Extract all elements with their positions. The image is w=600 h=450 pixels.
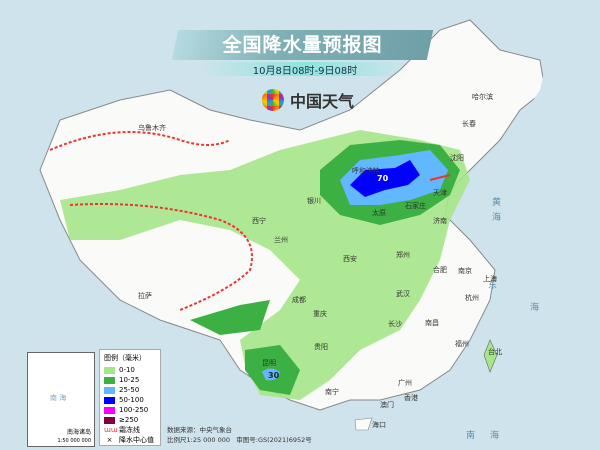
city-label: 澳门 [380,401,394,409]
city-label: 南昌 [425,319,439,327]
city-label: 香港 [404,394,418,402]
city-label: 济南 [433,217,447,225]
city-label: 天津 [433,189,447,197]
rain-50-100 [350,160,420,197]
legend-item: 10-25 [104,375,156,385]
city-label: 合肥 [433,266,447,274]
frost-line-northeast [429,174,451,181]
city-label: 重庆 [313,310,327,318]
city-label: 郑州 [396,251,410,259]
frost-line-north [49,131,231,151]
sea-label: 南 [466,431,476,441]
city-label: 银川 [307,197,321,205]
city-label: 武汉 [396,290,410,298]
city-label: 哈尔滨 [472,93,493,101]
city-label: 呼和浩特 [352,167,380,175]
south-china-sea-inset: 南 海 南海诸岛 1:50 000 000 [27,352,95,447]
legend-swatch [104,376,115,384]
legend-item: 25-50 [104,385,156,395]
legend-item: 50-100 [104,395,156,405]
city-label: 西宁 [252,217,266,225]
city-label: 沈阳 [450,154,464,162]
city-label: 杭州 [465,294,479,302]
sea-label: 海 [530,303,540,313]
sea [430,0,600,450]
sea-label: 海 [490,431,500,441]
city-label: 台北 [488,348,502,356]
legend-swatch [104,366,115,374]
legend-swatch [104,386,115,394]
legend-swatch [104,396,115,404]
forecast-period: 10月8日08时-9日08时 [200,62,410,77]
taiwan [483,339,498,373]
city-label: 福州 [455,340,469,348]
map-title: 全国降水量预报图 [171,30,434,60]
city-label: 成都 [292,296,306,304]
legend: 图例（毫米） 0-10 10-25 25-50 50-100 100-250 ≥250 ɯ… [99,349,161,446]
hainan [354,417,373,431]
map-credits: 数据来源：中央气象台 比例尺1:25 000 000 审图号:GS(2021)6… [167,426,312,444]
city-label: 广州 [398,379,412,387]
frost-line-tibet [69,203,253,311]
city-label: 兰州 [274,236,288,244]
city-label: 贵阳 [314,343,328,351]
legend-swatch [104,416,115,424]
city-label: 昆明 [262,359,276,367]
sea-label: 海 [492,213,502,223]
city-label: 乌鲁木齐 [138,124,166,132]
city-label: 南宁 [325,388,339,396]
city-label: 南京 [458,267,472,275]
rain-center-value: 30 [268,371,280,380]
city-label: 石家庄 [405,202,426,210]
logo-icon [262,89,284,111]
legend-item: ≥250 [104,415,156,425]
city-label: 长春 [462,120,476,128]
city-label: 拉萨 [138,292,152,300]
legend-item: 0-10 [104,365,156,375]
sea-label: 黄 [492,198,502,208]
city-label: 西安 [343,255,357,263]
city-label: 太原 [372,209,386,217]
legend-swatch [104,406,115,414]
legend-item: 100-250 [104,405,156,415]
frost-line-icon: ɯɯ [104,426,118,434]
sea-label: 东 [488,281,498,291]
city-label: 海口 [372,421,386,429]
rain-center-value: 70 [377,174,389,183]
rain-25-50-sw [262,368,280,381]
city-label: 上海 [483,275,497,283]
cross-icon: × [106,436,113,444]
brand-logo: 中国天气 [262,88,354,112]
city-label: 长沙 [388,320,402,328]
